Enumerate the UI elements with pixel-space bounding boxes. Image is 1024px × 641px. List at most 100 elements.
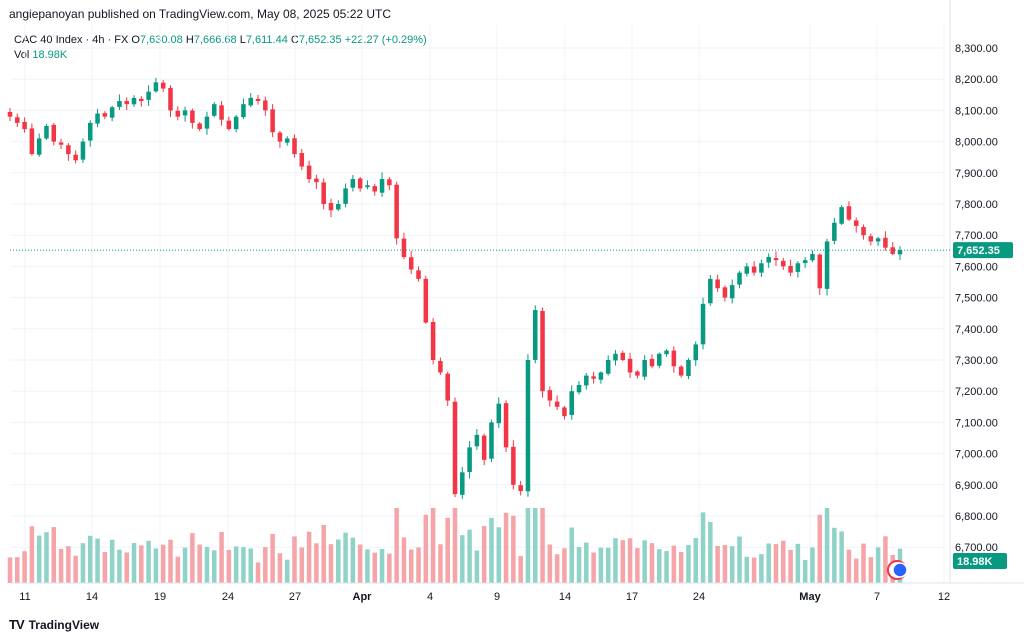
y-tick-label: 7,700.00 [955, 230, 998, 242]
candle-body [781, 260, 786, 267]
candle-body [80, 141, 86, 160]
price-axis: 8,300.00 8,200.00 8,100.00 8,000.00 7,900.00… [949, 0, 998, 583]
x-tick-label: 14 [559, 591, 571, 603]
candle-body [197, 123, 202, 130]
volume-bar [525, 508, 531, 583]
candle-body [540, 310, 545, 392]
candle-body [722, 287, 728, 298]
symbol-label[interactable]: CAC 40 Index · 4h · FX [14, 34, 129, 46]
high-value: 7,666.68 [193, 34, 237, 46]
volume-bar [751, 557, 757, 583]
last-price-badge [953, 242, 1013, 259]
volume-bar [562, 548, 567, 583]
y-tick-label: 7,900.00 [955, 168, 998, 180]
candle-body [44, 126, 49, 139]
volume-bar [620, 540, 626, 583]
candle-body [445, 373, 450, 401]
volume-bar [117, 549, 122, 583]
volume-bar [708, 522, 713, 583]
candle-body [29, 128, 35, 155]
candlesticks [7, 77, 903, 499]
volume-bar [554, 554, 560, 583]
volume-bar [29, 526, 35, 583]
volume-bar [80, 543, 86, 583]
volume-bar [722, 545, 728, 583]
low-label: L [239, 34, 246, 46]
volume-bar [547, 544, 553, 583]
candle-body [233, 116, 239, 130]
volume-bar [226, 549, 232, 583]
y-tick-label: 7,300.00 [955, 355, 998, 367]
volume-bar [460, 535, 465, 583]
volume-bar [22, 551, 27, 583]
candle-body [635, 371, 640, 376]
candle-body [292, 138, 297, 155]
last-volume-badge [953, 553, 1007, 569]
volume-bar [131, 542, 137, 583]
candle-body [438, 360, 443, 373]
volume-bar [372, 552, 378, 583]
candle-body [737, 272, 742, 285]
volume-bar [693, 538, 698, 583]
open-value: 7,630.08 [139, 34, 183, 46]
close-value: 7,652.35 [298, 34, 342, 46]
candle-body [547, 390, 553, 401]
candle-body [139, 98, 144, 102]
volume-bar [832, 527, 837, 583]
candle-body [212, 104, 217, 116]
y-tick-label: 7,100.00 [955, 417, 998, 429]
candle-body [584, 375, 589, 386]
candle-body [204, 116, 210, 129]
volume-bar [7, 557, 13, 583]
event-marker-icon [892, 562, 908, 578]
candle-body [678, 366, 684, 376]
volume-bar [474, 550, 480, 583]
volume-bar [182, 547, 188, 583]
volume-bar [15, 557, 20, 583]
volume-bar [277, 553, 283, 583]
candle-body [343, 188, 348, 204]
candle-body [474, 434, 480, 447]
volume-bar [36, 535, 42, 583]
candle-body [66, 145, 71, 155]
volume-bar [839, 531, 844, 583]
volume-bar [197, 544, 202, 583]
x-tick-label: 4 [427, 591, 433, 603]
candle-body [875, 238, 881, 242]
volume-bar [139, 545, 144, 583]
candle-body [700, 303, 706, 345]
candle-body [744, 266, 750, 274]
volume-bar [168, 539, 173, 583]
x-tick-label: 7 [874, 591, 880, 603]
volume-bar [605, 547, 611, 583]
volume-bar [503, 512, 509, 583]
y-tick-label: 8,100.00 [955, 105, 998, 117]
volume-bar [284, 559, 290, 583]
candle-body [131, 97, 137, 105]
candle-body [460, 472, 465, 495]
candle-body [810, 253, 815, 261]
volume-bar [664, 551, 669, 583]
candle-body [802, 260, 808, 264]
volume-bar [430, 508, 436, 583]
candle-body [51, 124, 57, 142]
volume-bar [642, 540, 647, 583]
y-tick-label: 6,800.00 [955, 511, 998, 523]
volume-bar [95, 538, 100, 583]
volume-bar [686, 544, 691, 583]
volume-bar [540, 508, 545, 583]
volume-bar [314, 543, 319, 583]
candle-body [219, 105, 224, 120]
volume-bar [248, 548, 253, 583]
tradingview-brand[interactable]: TV TradingView [9, 617, 99, 632]
volume-bar [759, 554, 764, 583]
candle-body [336, 204, 341, 210]
candle-body [7, 111, 13, 117]
candle-body [759, 263, 764, 273]
volume-bar [292, 536, 297, 583]
volume-bar [715, 545, 720, 583]
last-price-label: 7,652.35 [957, 245, 1000, 257]
candle-body [657, 353, 662, 366]
candle-body [299, 153, 305, 167]
